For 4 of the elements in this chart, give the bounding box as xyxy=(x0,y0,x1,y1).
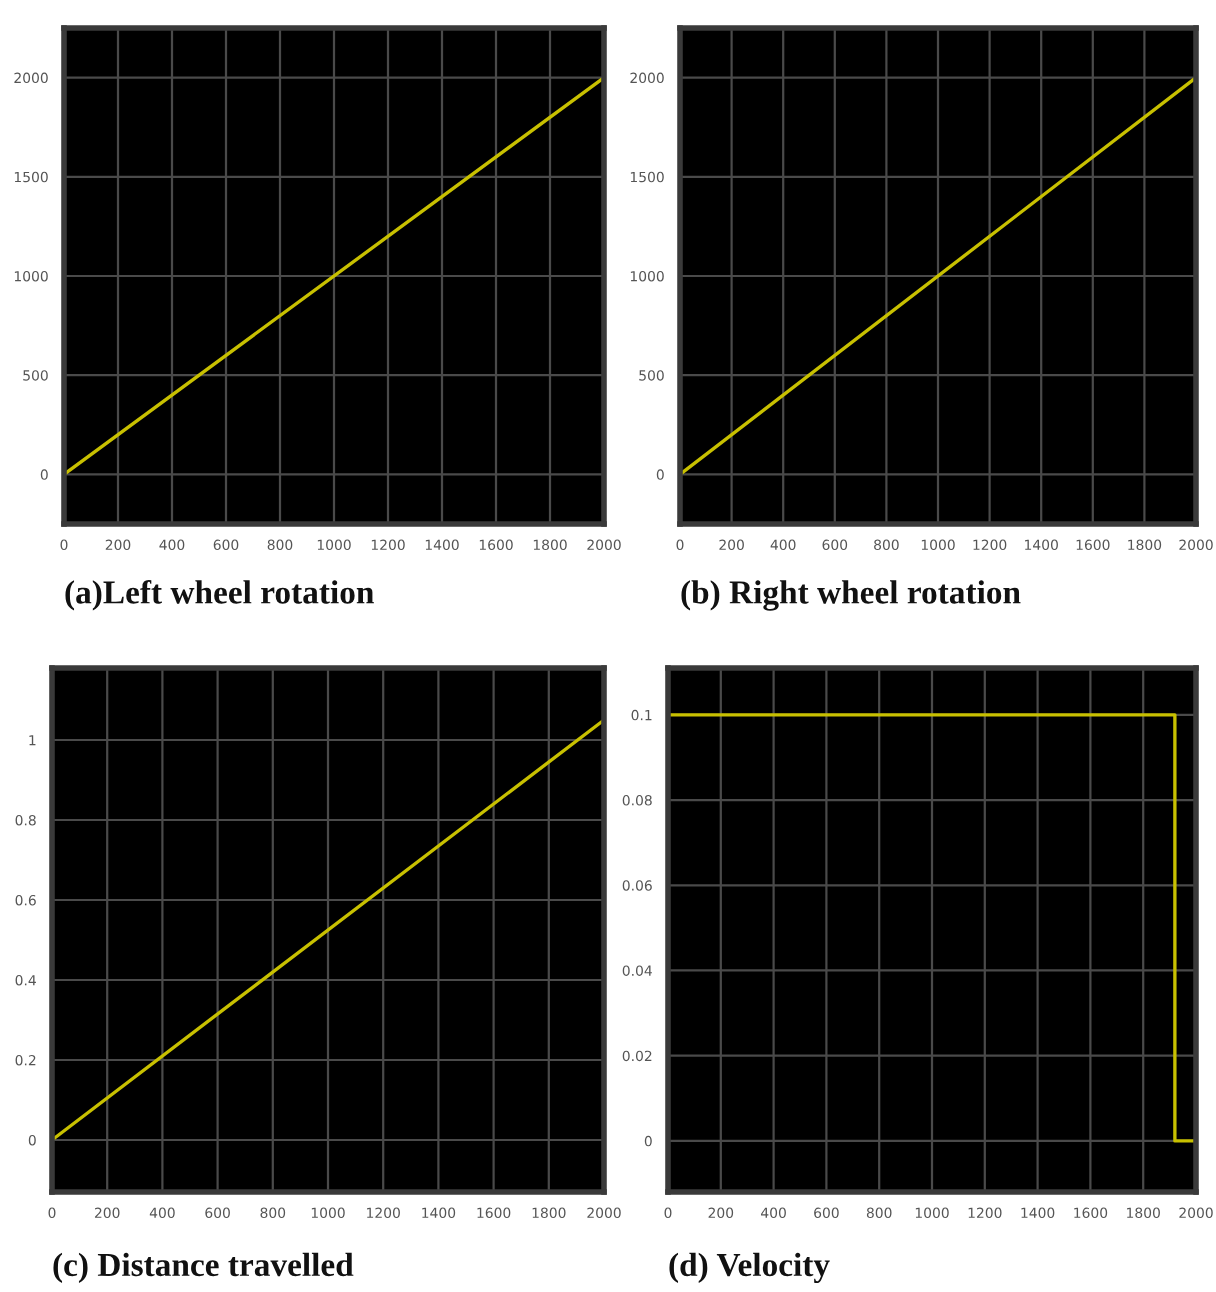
text: (d) Velocity xyxy=(669,1252,830,1284)
text: (b) Right wheel rotation xyxy=(681,580,1021,611)
text: (c) Distance travelled xyxy=(53,1252,354,1283)
text: (a)Left wheel rotation xyxy=(65,579,374,611)
